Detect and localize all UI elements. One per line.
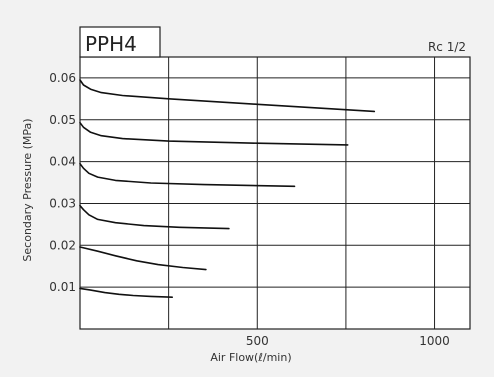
title-box: PPH4 [79, 26, 161, 58]
y-tick-label: 0.06 [49, 71, 76, 85]
series-lines [79, 79, 376, 299]
series-line [79, 162, 296, 188]
axis-labels: 0.01 0.02 0.03 0.04 0.05 0.06 500 1000 [49, 71, 450, 348]
plot-area [79, 56, 471, 330]
y-tick-label: 0.04 [49, 155, 76, 169]
series-line [79, 79, 376, 113]
y-tick-label: 0.01 [49, 280, 76, 294]
y-tick-label: 0.05 [49, 113, 76, 127]
x-tick-label: 500 [246, 334, 269, 348]
series-line [79, 204, 230, 230]
y-tick-label: 0.02 [49, 238, 76, 252]
x-tick-label: 1000 [419, 334, 450, 348]
series-line [79, 246, 207, 271]
grid [80, 57, 470, 329]
series-line [79, 121, 349, 146]
series-line [79, 287, 173, 299]
chart-title: PPH4 [85, 32, 137, 56]
y-tick-label: 0.03 [49, 196, 76, 210]
x-axis-label: Air Flow(ℓ/min) [210, 351, 291, 364]
chart-subtitle: Rc 1/2 [428, 40, 466, 54]
y-axis-label: Secondary Pressure (MPa) [21, 118, 34, 261]
